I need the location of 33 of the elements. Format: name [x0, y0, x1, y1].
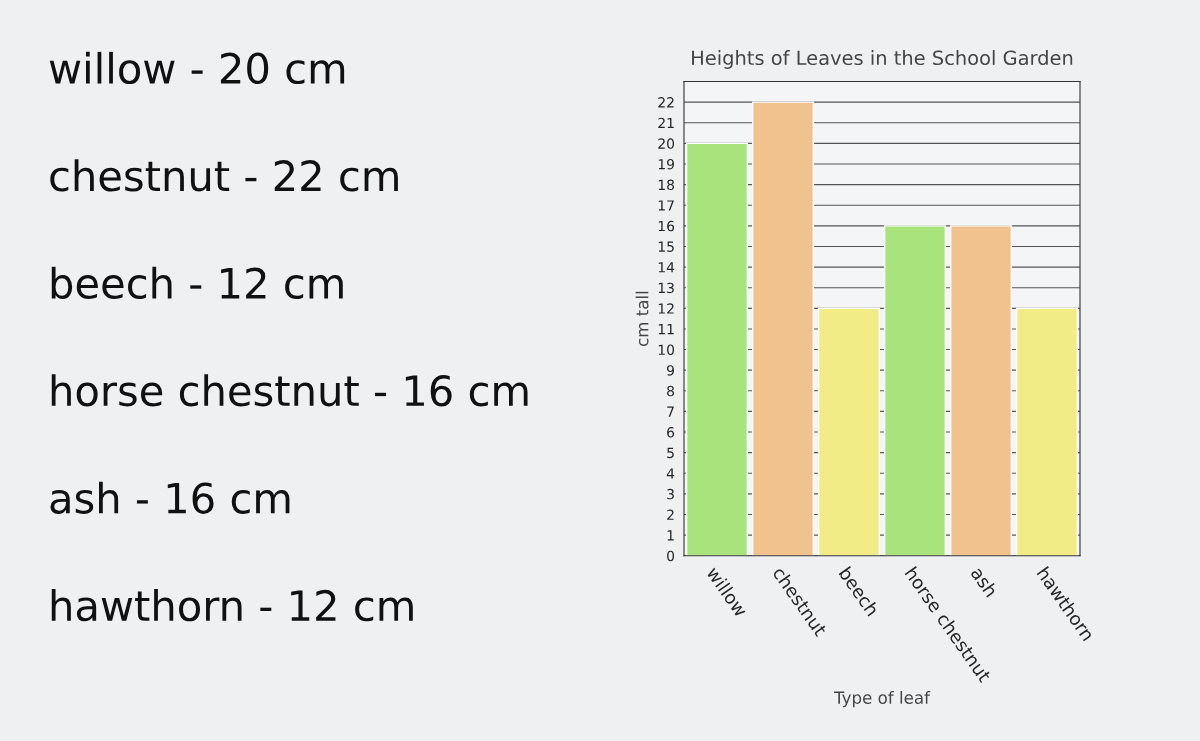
y-tick-label: 16	[658, 220, 675, 232]
chart-title: Heights of Leaves in the School Garden	[692, 50, 1073, 69]
text: horse chestnut - 16 cm	[51, 374, 528, 407]
y-tick-label: 10	[658, 344, 675, 356]
y-tick-label: 14	[658, 262, 675, 273]
y-tick-label: 13	[658, 282, 674, 294]
x-tick-label: ash	[970, 565, 999, 598]
y-tick-label: 2	[667, 509, 674, 520]
y-tick-label: 9	[667, 365, 674, 376]
text: chestnut - 22 cm	[50, 159, 398, 192]
y-axis-title: cm tall	[635, 291, 649, 347]
y-tick-label: 8	[667, 385, 675, 397]
text: hawthorn - 12 cm	[51, 589, 413, 622]
y-tick-label: 5	[667, 447, 674, 459]
y-tick-label: 19	[658, 158, 674, 170]
y-tick-label: 22	[658, 97, 674, 108]
y-tick-label: 11	[658, 324, 674, 335]
y-tick-label: 3	[667, 488, 674, 500]
y-tick-label: 4	[666, 468, 675, 479]
text: willow - 20 cm	[49, 51, 345, 85]
y-tick-label: 12	[658, 303, 674, 314]
y-tick-label: 20	[658, 138, 675, 149]
y-tick-label: 18	[658, 179, 675, 191]
y-tick-label: 7	[667, 406, 674, 417]
text: beech - 12 cm	[51, 266, 343, 300]
y-tick-label: 17	[658, 200, 674, 211]
y-tick-label: 6	[667, 427, 675, 438]
x-axis-title: Type of leaf	[834, 691, 931, 708]
y-tick-label: 1	[667, 530, 674, 541]
text: ash - 16 cm	[50, 481, 290, 514]
y-tick-label: 15	[658, 241, 674, 252]
y-tick-label: 0	[667, 550, 675, 562]
y-tick-label: 21	[658, 117, 674, 129]
